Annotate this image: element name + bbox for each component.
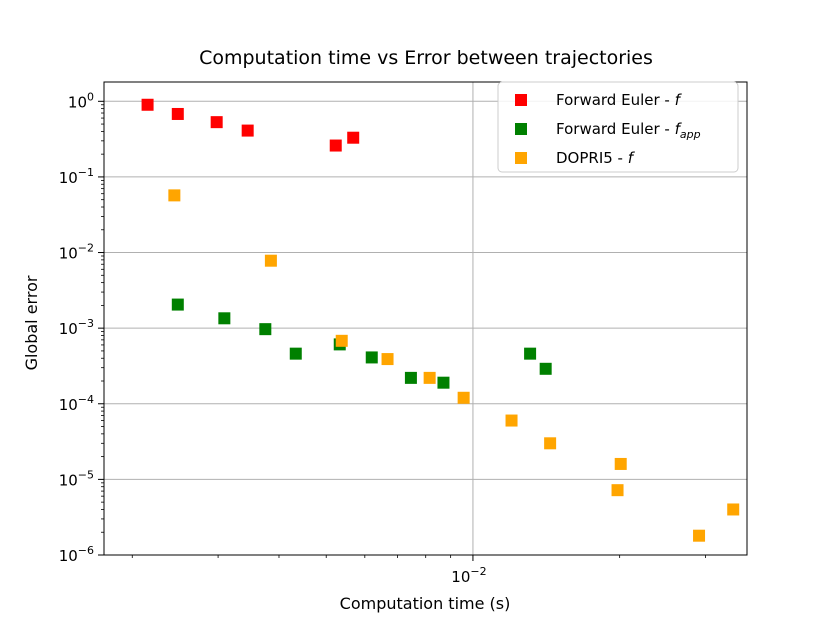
y-tick-base: 10: [59, 547, 78, 565]
legend-entry-label: DOPRI5 - f: [556, 149, 636, 167]
data-point-forward-euler-f: [141, 98, 154, 111]
plot-frame: [103, 81, 748, 556]
data-point-dopri5-f: [457, 391, 470, 404]
data-point-forward-euler-f-app: [524, 347, 537, 360]
y-tick-label: 10−1: [59, 166, 94, 187]
x-tick-base: 10: [451, 568, 470, 586]
data-point-forward-euler-f: [210, 116, 223, 129]
legend-box: [497, 81, 739, 173]
data-point-dopri5-f: [727, 503, 740, 516]
legend-entry-symbol: f: [628, 149, 636, 167]
data-point-dopri5-f: [381, 353, 394, 366]
legend-entry-symbol: f: [675, 91, 683, 109]
x-tick-exponent: −2: [470, 565, 486, 578]
y-tick-base: 10: [59, 245, 78, 263]
y-axis-label: Global error: [22, 275, 41, 370]
legend-marker: [515, 123, 527, 135]
data-point-forward-euler-f-app: [289, 347, 302, 360]
legend-entry-symbol: f: [675, 120, 683, 138]
data-point-dopri5-f: [423, 371, 436, 384]
y-tick-label: 10−2: [59, 242, 94, 263]
y-tick-label: 10−5: [59, 468, 94, 489]
data-point-forward-euler-f-app: [539, 362, 552, 375]
y-tick-exponent: −4: [78, 393, 94, 406]
y-tick-base: 10: [68, 93, 87, 111]
data-point-forward-euler-f-app: [437, 376, 450, 389]
y-tick-label: 10−4: [59, 393, 94, 414]
y-tick-exponent: −3: [78, 317, 94, 330]
legend-entry-text: Forward Euler -: [556, 91, 675, 109]
data-point-forward-euler-f: [329, 139, 342, 152]
data-point-forward-euler-f: [171, 107, 184, 120]
data-point-dopri5-f: [505, 414, 518, 427]
data-point-forward-euler-f-app: [365, 351, 378, 364]
chart-title: Computation time vs Error between trajec…: [199, 47, 653, 69]
data-point-forward-euler-f-app: [259, 323, 272, 336]
x-axis-label: Computation time (s): [340, 594, 511, 613]
data-point-forward-euler-f-app: [218, 312, 231, 325]
legend-marker: [515, 152, 527, 164]
data-point-dopri5-f: [544, 437, 557, 450]
data-point-dopri5-f: [168, 189, 181, 202]
y-tick-exponent: −1: [78, 166, 94, 179]
y-tick-label: 10−6: [59, 544, 94, 565]
data-point-dopri5-f: [335, 334, 348, 347]
y-tick-exponent: −2: [78, 242, 94, 255]
y-tick-exponent: 0: [87, 90, 94, 103]
y-tick-exponent: −6: [78, 544, 94, 557]
legend-entry-text: Forward Euler -: [556, 120, 675, 138]
y-tick-label: 100: [68, 90, 94, 111]
y-tick-label: 10−3: [59, 317, 94, 338]
x-tick-label: 10−2: [451, 565, 486, 586]
y-tick-base: 10: [59, 320, 78, 338]
data-point-dopri5-f: [264, 254, 277, 267]
y-tick-base: 10: [59, 396, 78, 414]
legend-entry-text: DOPRI5 -: [556, 149, 628, 167]
data-point-forward-euler-f: [241, 124, 254, 137]
legend-entry-subscript: app: [680, 128, 701, 141]
legend-marker: [515, 94, 527, 106]
data-points: [141, 98, 740, 542]
y-tick-exponent: −5: [78, 468, 94, 481]
legend-entry-label: Forward Euler - f: [556, 91, 683, 109]
legend-entry-label: Forward Euler - fapp: [556, 120, 701, 141]
data-point-dopri5-f: [614, 457, 627, 470]
data-point-forward-euler-f-app: [404, 371, 417, 384]
y-tick-base: 10: [59, 169, 78, 187]
data-point-forward-euler-f: [347, 131, 360, 144]
data-point-dopri5-f: [693, 529, 706, 542]
y-tick-base: 10: [59, 471, 78, 489]
data-point-dopri5-f: [611, 484, 624, 497]
data-point-forward-euler-f-app: [171, 298, 184, 311]
